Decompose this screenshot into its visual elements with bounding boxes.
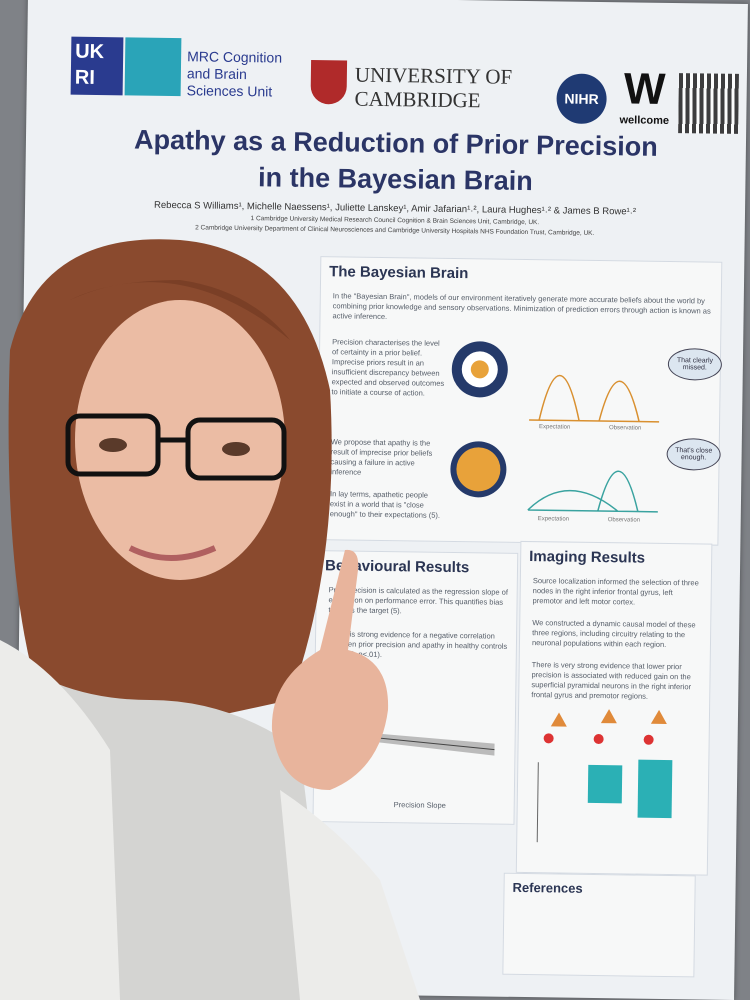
shape (637, 759, 673, 819)
bayesian-figure: Expectation Observation Expectation Obse… (450, 341, 660, 524)
bullet-text: There is very strong evidence that lower… (531, 660, 692, 701)
bullet-text: Source localization informed the selecti… (532, 576, 699, 607)
bayesian-panel: The Bayesian Brain In the "Bayesian Brai… (316, 256, 723, 546)
shape (456, 447, 501, 492)
person (0, 239, 420, 1000)
shape (650, 709, 667, 724)
imaging-panel: Imaging Results Source localization info… (515, 540, 713, 876)
cambridge-logo: UNIVERSITY OF CAMBRIDGE (354, 62, 513, 113)
speech-bubble: That's close enough. (666, 437, 721, 471)
shape (536, 762, 539, 843)
mouth (128, 545, 217, 561)
ukri-logo: UK RI (70, 36, 124, 96)
distribution (529, 374, 660, 423)
shape (354, 731, 495, 756)
cardigan (0, 640, 120, 1000)
mrc-shape (124, 37, 182, 97)
cambridge-crest (310, 59, 348, 105)
shape (593, 734, 604, 745)
shape (600, 709, 617, 724)
eye (99, 438, 127, 452)
distribution (527, 470, 658, 513)
target (451, 341, 508, 398)
poster-title: Apathy as a Reduction of Prior Precision… (133, 124, 658, 197)
wellcome-logo: wellcome (619, 114, 670, 127)
axis-label: Observation (609, 425, 641, 431)
wellcome-mark: W (623, 64, 666, 114)
sleeve (280, 790, 420, 1000)
bullet-text: We constructed a dynamic causal model of… (531, 618, 696, 649)
hand (271, 549, 389, 790)
axis-label: Expectation (538, 516, 569, 522)
section-heading: References (512, 879, 583, 896)
shape (543, 733, 554, 744)
axis-label: Observation (608, 517, 640, 523)
poster: UK RI MRC Cognition and Brain Sciences U… (14, 0, 748, 1000)
references-panel: References (502, 872, 696, 978)
target (450, 441, 507, 498)
shape (470, 360, 489, 379)
nihr-logo: NIHR (556, 73, 607, 125)
shape (550, 712, 567, 727)
shape (65, 413, 161, 477)
shape (185, 417, 287, 481)
axis-label: Expectation (539, 424, 570, 430)
imaging-figure (536, 709, 673, 843)
shape (643, 734, 654, 745)
shape (587, 764, 623, 804)
qr-code (678, 73, 739, 134)
eye (222, 442, 250, 456)
section-heading: Imaging Results (529, 548, 646, 567)
glasses (65, 413, 287, 481)
mrc-logo: MRC Cognition and Brain Sciences Unit (186, 48, 283, 100)
speech-bubble: That clearly missed. (667, 347, 723, 381)
